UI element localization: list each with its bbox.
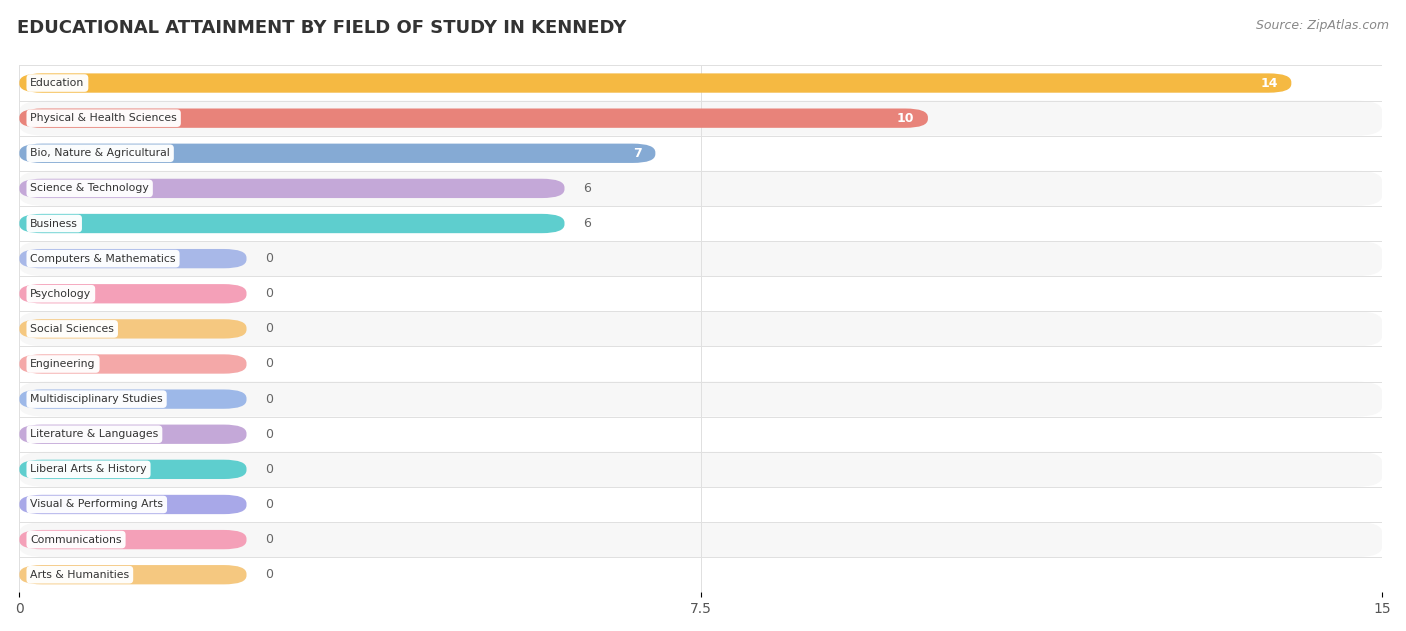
Text: 6: 6 <box>582 217 591 230</box>
FancyBboxPatch shape <box>20 284 246 304</box>
FancyBboxPatch shape <box>20 416 1382 452</box>
Text: 0: 0 <box>264 358 273 370</box>
Text: 14: 14 <box>1260 76 1278 90</box>
Text: Bio, Nature & Agricultural: Bio, Nature & Agricultural <box>31 148 170 158</box>
Text: 0: 0 <box>264 533 273 546</box>
FancyBboxPatch shape <box>20 179 564 198</box>
Text: Liberal Arts & History: Liberal Arts & History <box>31 464 146 475</box>
Text: Multidisciplinary Studies: Multidisciplinary Studies <box>31 394 163 404</box>
FancyBboxPatch shape <box>20 557 1382 593</box>
Text: Arts & Humanities: Arts & Humanities <box>31 570 129 580</box>
FancyBboxPatch shape <box>20 100 1382 136</box>
Text: 0: 0 <box>264 498 273 511</box>
Text: 0: 0 <box>264 322 273 336</box>
FancyBboxPatch shape <box>20 522 1382 557</box>
Text: Business: Business <box>31 218 79 228</box>
FancyBboxPatch shape <box>20 311 1382 346</box>
Text: EDUCATIONAL ATTAINMENT BY FIELD OF STUDY IN KENNEDY: EDUCATIONAL ATTAINMENT BY FIELD OF STUDY… <box>17 19 626 37</box>
Text: Physical & Health Sciences: Physical & Health Sciences <box>31 113 177 123</box>
Text: 0: 0 <box>264 463 273 476</box>
FancyBboxPatch shape <box>20 144 655 163</box>
FancyBboxPatch shape <box>20 346 1382 382</box>
Text: Social Sciences: Social Sciences <box>31 324 114 334</box>
Text: Communications: Communications <box>31 534 122 545</box>
Text: 10: 10 <box>897 112 914 125</box>
Text: Engineering: Engineering <box>31 359 96 369</box>
FancyBboxPatch shape <box>20 452 1382 487</box>
FancyBboxPatch shape <box>20 355 246 374</box>
Text: Psychology: Psychology <box>31 289 91 298</box>
Text: Education: Education <box>31 78 84 88</box>
FancyBboxPatch shape <box>20 136 1382 171</box>
FancyBboxPatch shape <box>20 171 1382 206</box>
FancyBboxPatch shape <box>20 109 928 128</box>
Text: Source: ZipAtlas.com: Source: ZipAtlas.com <box>1256 19 1389 32</box>
Text: Visual & Performing Arts: Visual & Performing Arts <box>31 500 163 509</box>
FancyBboxPatch shape <box>20 460 246 479</box>
Text: Science & Technology: Science & Technology <box>31 184 149 193</box>
FancyBboxPatch shape <box>20 241 1382 276</box>
FancyBboxPatch shape <box>20 487 1382 522</box>
Text: 0: 0 <box>264 569 273 581</box>
Text: 0: 0 <box>264 252 273 265</box>
FancyBboxPatch shape <box>20 249 246 268</box>
Text: 0: 0 <box>264 428 273 440</box>
FancyBboxPatch shape <box>20 206 1382 241</box>
FancyBboxPatch shape <box>20 73 1291 93</box>
FancyBboxPatch shape <box>20 214 564 233</box>
FancyBboxPatch shape <box>20 425 246 444</box>
FancyBboxPatch shape <box>20 319 246 339</box>
FancyBboxPatch shape <box>20 495 246 514</box>
Text: Computers & Mathematics: Computers & Mathematics <box>31 254 176 264</box>
Text: 0: 0 <box>264 392 273 406</box>
FancyBboxPatch shape <box>20 382 1382 416</box>
FancyBboxPatch shape <box>20 276 1382 311</box>
FancyBboxPatch shape <box>20 389 246 409</box>
Text: 0: 0 <box>264 287 273 300</box>
Text: Literature & Languages: Literature & Languages <box>31 429 159 439</box>
FancyBboxPatch shape <box>20 565 246 584</box>
Text: 7: 7 <box>633 147 641 160</box>
FancyBboxPatch shape <box>20 530 246 549</box>
FancyBboxPatch shape <box>20 66 1382 100</box>
Text: 6: 6 <box>582 182 591 195</box>
